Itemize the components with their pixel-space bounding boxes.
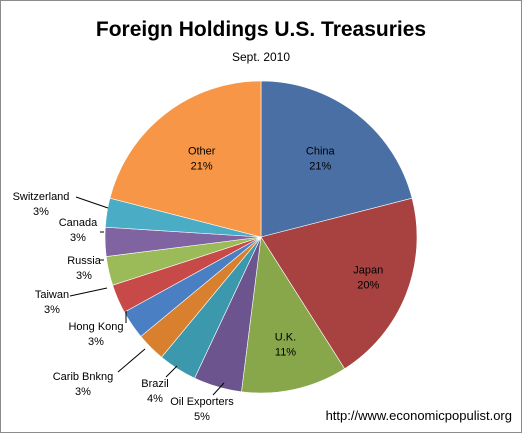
slice-name-label: Japan bbox=[353, 265, 383, 277]
leader-line bbox=[212, 382, 225, 396]
slice-percent-label: 3% bbox=[75, 386, 91, 398]
leader-line bbox=[75, 196, 109, 209]
chart-subtitle: Sept. 2010 bbox=[232, 50, 290, 64]
slice-percent-label: 21% bbox=[309, 161, 331, 173]
slice-percent-label: 3% bbox=[70, 232, 86, 244]
slice-percent-label: 21% bbox=[191, 161, 213, 173]
slice-labels: China 21% Japan 20% U.K. 11% Oil Exporters 5% Br… bbox=[13, 146, 384, 423]
slice-name-label: Other bbox=[188, 146, 216, 158]
slice-name-label: Oil Exporters bbox=[170, 396, 234, 408]
pie-slice-other bbox=[109, 80, 262, 238]
slice-percent-label: 11% bbox=[275, 347, 296, 359]
slice-percent-label: 3% bbox=[88, 336, 104, 348]
slice-name-label: Brazil bbox=[141, 378, 169, 390]
slice-name-label: Hong Kong bbox=[68, 321, 123, 333]
leader-line bbox=[165, 365, 178, 378]
slice-name-label: Canada bbox=[59, 217, 98, 229]
pie-slice-japan bbox=[260, 197, 418, 370]
slice-percent-label: 3% bbox=[33, 206, 49, 218]
slice-percent-label: 4% bbox=[147, 393, 163, 405]
leader-line bbox=[69, 287, 108, 297]
pie-slice-china bbox=[260, 80, 413, 238]
chart-title: Foreign Holdings U.S. Treasuries bbox=[96, 18, 426, 41]
slice-percent-label: 5% bbox=[194, 411, 210, 423]
slice-name-label: China bbox=[306, 146, 336, 158]
slice-name-label: Russia bbox=[67, 255, 102, 267]
pie-slice-u-k bbox=[241, 236, 346, 394]
slice-name-label: U.K. bbox=[275, 332, 296, 344]
slice-percent-label: 3% bbox=[44, 304, 60, 316]
leader-lines bbox=[69, 196, 225, 396]
slice-name-label: Carib Bnkng bbox=[53, 371, 114, 383]
slice-percent-label: 20% bbox=[357, 280, 379, 292]
slice-name-label: Taiwan bbox=[35, 289, 69, 301]
slice-name-label: Switzerland bbox=[13, 191, 70, 203]
slice-percent-label: 3% bbox=[76, 270, 92, 282]
leader-line bbox=[117, 348, 146, 373]
pie-slices bbox=[104, 80, 418, 394]
source-credit: http://www.economicpopulist.org bbox=[326, 408, 512, 423]
